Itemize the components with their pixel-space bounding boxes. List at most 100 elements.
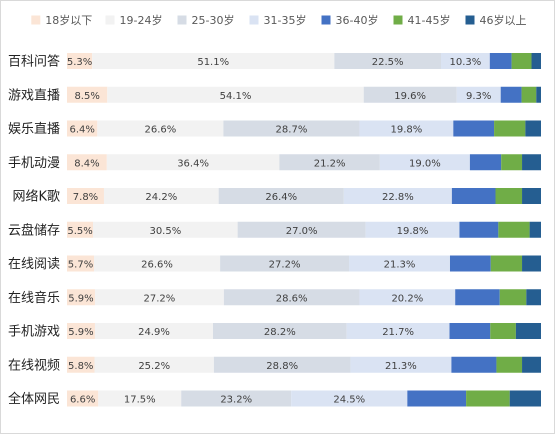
data-label: 17.5% <box>124 395 156 406</box>
data-label: 5.3% <box>67 57 92 68</box>
bar-segment-series-7 <box>526 289 541 306</box>
bar-segment-series-3 <box>363 86 457 103</box>
data-label: 22.5% <box>372 57 404 68</box>
bar-segment-series-5 <box>459 221 499 238</box>
bar-segment-series-6 <box>496 356 523 373</box>
bar-segment-series-4 <box>359 120 454 137</box>
bar-segment-series-6 <box>498 221 530 238</box>
category-label: 百科问答 <box>8 54 60 70</box>
data-label: 28.6% <box>276 293 308 304</box>
bar-segment-series-3 <box>218 188 344 204</box>
data-label: 8.4% <box>74 158 99 169</box>
bar-segment-series-5 <box>455 289 500 306</box>
bars: 5.3% 51.1% 22.5% 10.3% 8.5% 54.1% 19.6% 9.3% 6.4… <box>67 53 541 407</box>
bar-segment-series-7 <box>522 188 541 204</box>
bar-segment-series-4 <box>346 323 450 339</box>
data-label: 24.5% <box>333 395 365 406</box>
legend-label-series-1: 18岁以下 <box>45 13 92 27</box>
bar-segment-series-4 <box>359 289 456 306</box>
bar-segment-series-1 <box>67 53 93 69</box>
data-label: 21.3% <box>384 260 416 271</box>
bar-segment-series-6 <box>494 120 526 137</box>
bar-segment-series-5 <box>407 390 467 407</box>
category-label: 手机游戏 <box>8 325 60 340</box>
data-label: 8.5% <box>74 91 99 102</box>
data-label: 30.5% <box>149 226 181 237</box>
legend-swatch-series-2 <box>105 15 115 25</box>
bar-segment-series-2 <box>103 188 219 204</box>
legend: 18岁以下 19-24岁 25-30岁 31-35岁 36-40岁 41-45岁 46岁以上 <box>31 13 527 27</box>
bar-segment-series-3 <box>279 154 380 171</box>
bar-segment-series-3 <box>237 221 366 238</box>
data-label: 36.4% <box>177 158 209 169</box>
data-label: 5.9% <box>68 327 93 338</box>
data-label: 21.3% <box>385 361 417 372</box>
bar-segment-series-4 <box>349 255 450 272</box>
category-axis-labels: 百科问答游戏直播娱乐直播手机动漫网络K歌云盘储存在线阅读在线音乐手机游戏在线视频… <box>8 54 60 408</box>
bar-segment-series-5 <box>451 356 497 373</box>
bar-segment-series-1 <box>67 289 95 306</box>
bar-segment-series-4 <box>343 188 452 204</box>
data-label: 10.3% <box>450 57 482 68</box>
bar-segment-series-7 <box>525 120 541 137</box>
data-label: 27.2% <box>269 260 301 271</box>
data-label: 27.0% <box>286 226 318 237</box>
data-label: 21.7% <box>382 327 414 338</box>
bar-segment-series-4 <box>365 221 460 238</box>
bar-segment-series-6 <box>521 86 537 103</box>
bar-segment-series-1 <box>67 323 95 339</box>
data-label: 19.8% <box>397 226 429 237</box>
category-label: 在线音乐 <box>8 290 60 306</box>
bar-segment-series-3 <box>334 53 441 69</box>
bar-segment-series-4 <box>379 154 470 171</box>
bar-segment-series-1 <box>67 255 95 272</box>
bar-segment-series-7 <box>515 323 541 339</box>
bar-segment-series-6 <box>490 255 523 272</box>
data-label: 28.2% <box>264 327 296 338</box>
data-label: 6.6% <box>70 395 95 406</box>
data-label: 5.9% <box>68 293 93 304</box>
category-label: 在线视频 <box>8 358 60 373</box>
data-label: 19.6% <box>394 91 426 102</box>
bar-segment-series-3 <box>223 120 360 137</box>
bar-segment-series-5 <box>453 120 495 137</box>
bar-segment-series-1 <box>67 188 104 204</box>
bar-segment-series-7 <box>531 53 541 69</box>
bar-segment-series-7 <box>536 86 541 103</box>
data-label: 25.2% <box>138 361 170 372</box>
category-label: 娱乐直播 <box>8 122 60 137</box>
bar-segment-series-5 <box>469 154 502 171</box>
bar-segment-series-7 <box>522 255 541 272</box>
data-label: 5.5% <box>67 226 92 237</box>
data-label: 26.6% <box>141 260 173 271</box>
data-label: 26.4% <box>265 192 297 203</box>
bar-segment-series-2 <box>94 289 224 306</box>
bar-segment-series-6 <box>511 53 532 69</box>
bar-segment-series-6 <box>501 154 523 171</box>
bar-segment-series-6 <box>466 390 510 407</box>
bar-segment-series-5 <box>449 255 491 272</box>
legend-swatch-series-4 <box>249 15 259 25</box>
bar-segment-series-1 <box>67 356 95 373</box>
data-label: 51.1% <box>197 57 229 68</box>
bar-segment-series-3 <box>220 255 350 272</box>
data-label: 23.2% <box>220 395 252 406</box>
bar-segment-series-2 <box>97 120 224 137</box>
data-label: 5.7% <box>68 260 93 271</box>
bar-segment-series-1 <box>67 390 99 407</box>
legend-label-series-4: 31-35岁 <box>264 13 307 27</box>
category-label: 全体网民 <box>8 391 60 407</box>
category-label: 游戏直播 <box>8 88 60 103</box>
bar-segment-series-7 <box>522 356 541 373</box>
legend-swatch-series-3 <box>177 15 187 25</box>
bar-segment-series-7 <box>522 154 541 171</box>
bar-segment-series-1 <box>67 86 108 103</box>
bar-segment-series-7 <box>529 221 541 238</box>
bar-segment-series-6 <box>499 289 527 306</box>
data-label: 24.9% <box>138 327 170 338</box>
category-label: 手机动漫 <box>8 156 60 171</box>
bar-segment-series-2 <box>106 154 280 171</box>
bar-segment-series-1 <box>67 120 98 137</box>
data-label: 19.0% <box>409 158 441 169</box>
